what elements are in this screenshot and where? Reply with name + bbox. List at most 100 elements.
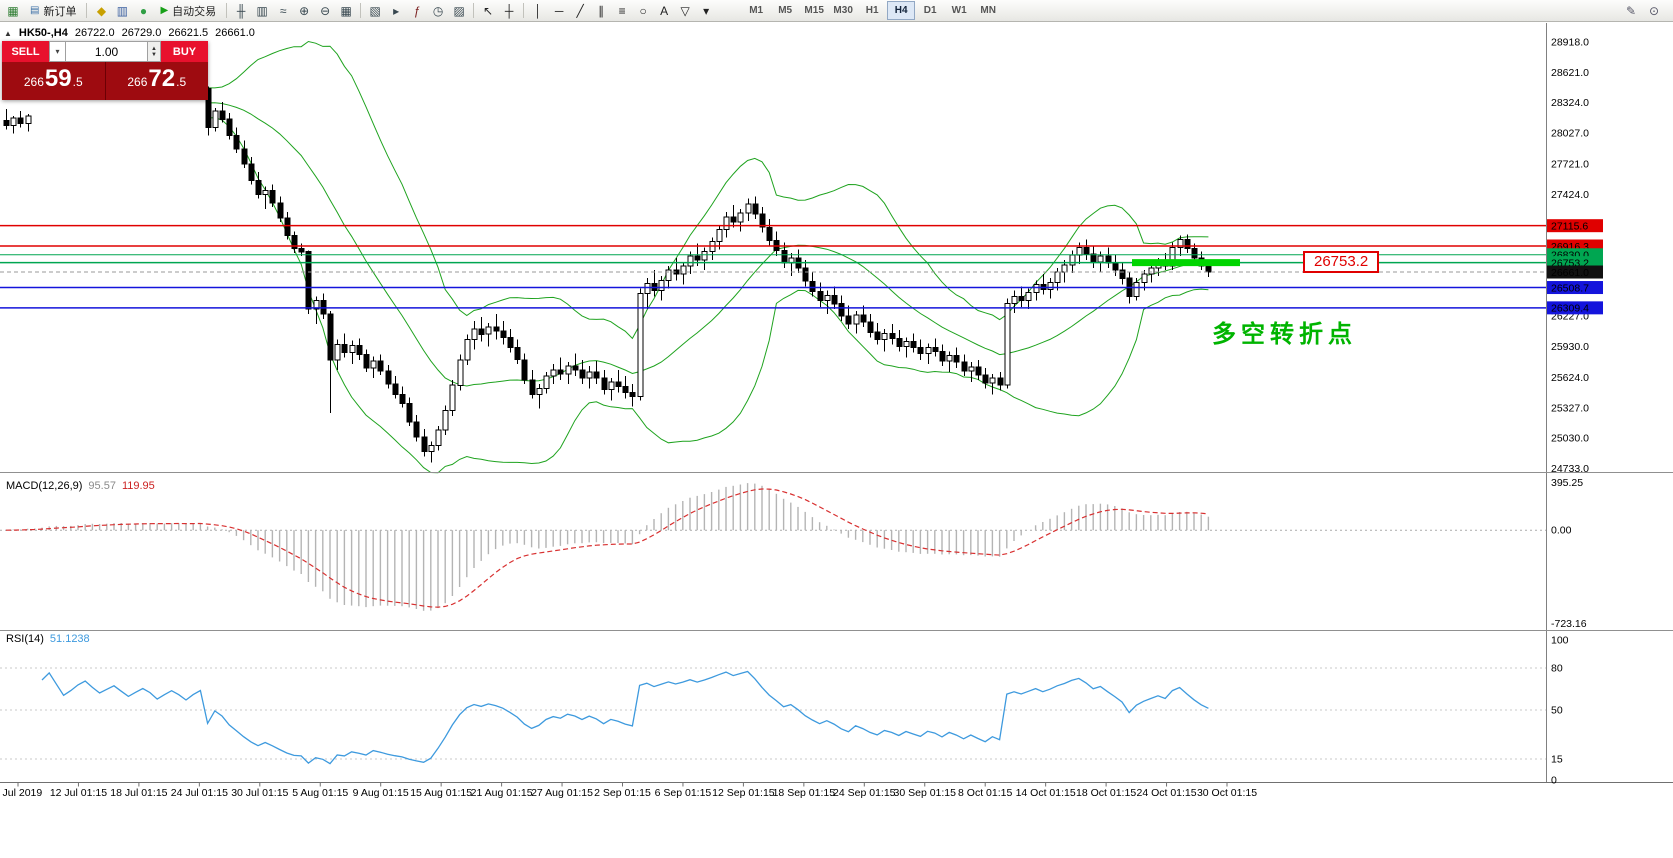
buy-price[interactable]: 266 72.5 [106,62,209,100]
zoom-out-icon[interactable]: ⊖ [320,3,331,18]
svg-text:2 Sep 01:15: 2 Sep 01:15 [594,787,651,799]
timeframe-m15-button[interactable]: M15 [804,5,824,16]
horizontal-line-icon[interactable]: ─ [554,3,564,18]
trade-panel-controls: SELL ▾ ▲▼ BUY [2,41,208,62]
periods-icon[interactable]: ◷ [432,3,444,18]
timeframe-d1-button[interactable]: D1 [923,5,937,16]
strategy-tester-icon[interactable]: ● [139,3,148,18]
buy-price-small-right: .5 [176,75,187,89]
svg-text:18 Jul 01:15: 18 Jul 01:15 [110,787,167,799]
text-label-icon[interactable]: A [660,3,669,18]
svg-text:15: 15 [1551,754,1563,766]
new-order-button[interactable]: ▤ 新订单 [24,2,82,20]
svg-text:28027.0: 28027.0 [1551,127,1589,139]
line-chart-type-icon[interactable]: ≈ [279,3,287,18]
objects-dropdown-icon[interactable]: ▾ [703,3,710,18]
svg-text:12 Jul 01:15: 12 Jul 01:15 [50,787,107,799]
low-value: 26621.5 [168,27,209,39]
bollinger-bands [207,40,1209,474]
svg-text:28918.0: 28918.0 [1551,37,1589,49]
svg-text:28621.0: 28621.0 [1551,67,1589,79]
chart-shift-icon[interactable]: ▸ [393,3,400,18]
svg-text:6 Sep 01:15: 6 Sep 01:15 [655,787,712,799]
main-toolbar: ▦ ▤ 新订单 ◆ ▥ ● ▶ 自动交易 ╫ ▥ ≈ ⊕ ⊖ ▦ ▧ ▸ ƒ ◷ ▨ ↖ ┼ │ ─ ╱ ∥ ≡ ○ A ▽ ▾ M1 M5… [0,0,1673,22]
equidistant-channel-icon[interactable]: ∥ [598,3,605,18]
timeframe-h4-button[interactable]: H4 [887,1,916,20]
trade-panel-divider [104,62,106,100]
volume-spinner[interactable]: ▲ ▼ [148,41,161,62]
templates-icon[interactable]: ▨ [453,3,465,18]
journal-icon[interactable]: ✎ [1625,3,1637,18]
toolbar-separator [523,3,525,18]
toolbar-right-icons: ✎ ⊙ [1621,2,1664,20]
new-order-button-label: 新订单 [43,5,77,18]
macd-name: MACD(12,26,9) [6,480,83,492]
crosshair-icon[interactable]: ┼ [504,3,514,18]
cursor-icon[interactable]: ↖ [483,3,494,18]
svg-text:27115.6: 27115.6 [1551,220,1588,232]
arrow-object-icon[interactable]: ▽ [680,3,690,18]
svg-text:5 Aug 01:15: 5 Aug 01:15 [292,787,348,799]
timeframe-m1-button[interactable]: M1 [749,5,764,16]
svg-text:80: 80 [1551,663,1563,675]
timeframe-m30-button[interactable]: M30 [833,5,853,16]
sell-price[interactable]: 266 59.5 [2,62,105,100]
svg-text:50: 50 [1551,705,1563,717]
autotrading-button[interactable]: ▶ 自动交易 [154,2,222,20]
tile-windows-icon[interactable]: ▦ [340,3,352,18]
timeframe-group: M1 M5 M15 M30 H1 H4 D1 W1 MN [742,1,1002,20]
sell-button[interactable]: SELL [2,41,49,62]
svg-text:12 Sep 01:15: 12 Sep 01:15 [712,787,775,799]
svg-text:9 Aug 01:15: 9 Aug 01:15 [353,787,409,799]
high-value: 26729.0 [121,27,162,39]
macd-signal-value: 119.95 [121,480,155,492]
data-window-icon[interactable]: ▥ [116,3,129,18]
volume-input[interactable] [66,41,148,62]
timeframe-m5-button[interactable]: M5 [778,5,793,16]
rsi-name: RSI(14) [6,633,44,645]
svg-text:26508.7: 26508.7 [1551,282,1589,294]
rsi-value: 51.1238 [49,633,90,645]
autotrading-play-icon: ▶ [160,5,169,16]
timeframe-w1-button[interactable]: W1 [951,5,967,16]
svg-text:24 Jul 01:15: 24 Jul 01:15 [171,787,228,799]
vertical-line-icon[interactable]: │ [534,3,542,18]
shapes-icon[interactable]: ○ [639,3,647,18]
trade-panel-prices: 266 59.5 266 72.5 [2,62,208,100]
svg-text:0.00: 0.00 [1551,525,1572,537]
candlestick-chart-type-icon[interactable]: ▥ [256,3,268,18]
svg-text:30 Sep 01:15: 30 Sep 01:15 [894,787,957,799]
fibonacci-icon[interactable]: ≡ [618,3,626,18]
volume-dropdown-button[interactable]: ▾ [49,41,66,62]
svg-text:25930.0: 25930.0 [1551,341,1589,353]
turning-point-annotation[interactable]: 多空转折点 [1212,321,1357,348]
panel-collapse-icon[interactable]: ▲ [4,28,12,38]
svg-text:21 Aug 01:15: 21 Aug 01:15 [471,787,533,799]
sell-price-small-right: .5 [72,75,83,89]
macd-indicator-label: MACD(12,26,9) 95.57 119.95 [6,480,155,492]
buy-button[interactable]: BUY [161,41,208,62]
timeframe-h1-button[interactable]: H1 [865,5,879,16]
zoom-in-icon[interactable]: ⊕ [299,3,310,18]
panel-separators[interactable] [0,472,1673,783]
timeframe-mn-button[interactable]: MN [980,5,996,16]
search-icon[interactable]: ⊙ [1648,3,1660,18]
rsi-panel: 100 80 50 15 0 [0,635,1569,787]
indicators-icon[interactable]: ƒ [413,3,421,18]
bar-chart-type-icon[interactable]: ╫ [236,3,246,18]
svg-text:25030.0: 25030.0 [1551,433,1589,445]
svg-text:30 Jul 01:15: 30 Jul 01:15 [231,787,288,799]
sell-price-big: 59 [44,65,72,92]
chart-window-icon[interactable]: ▦ [7,3,19,18]
buy-price-big: 72 [148,65,176,92]
auto-arrange-icon[interactable]: ▧ [369,3,381,18]
svg-text:25624.0: 25624.0 [1551,372,1589,384]
mql5-community-icon[interactable]: ◆ [96,3,107,18]
trendline-icon[interactable]: ╱ [576,3,584,18]
horizontal-levels[interactable] [0,224,1546,309]
price-level-callout[interactable]: 26753.2 [1303,251,1380,273]
